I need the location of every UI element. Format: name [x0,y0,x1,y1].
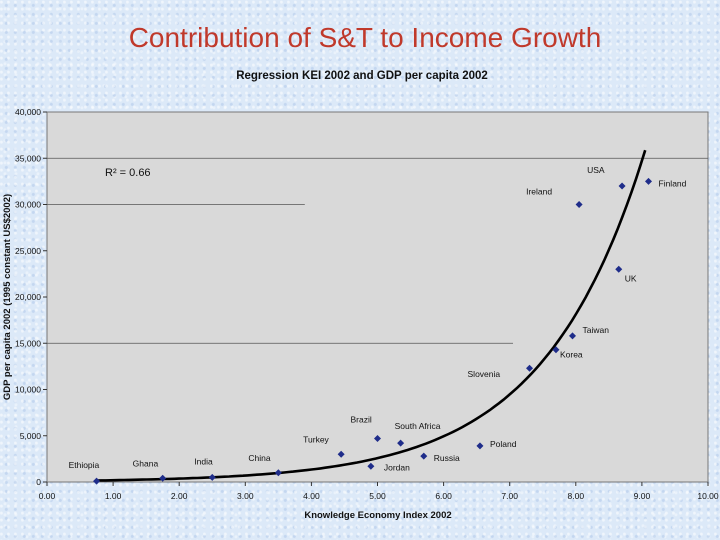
point-label: Taiwan [582,325,609,335]
data-points [93,177,653,485]
point-label: Ghana [133,458,159,468]
y-axis: 0 5,000 10,000 15,000 20,000 25,000 30,000 35,0… [15,107,47,487]
x-tick-label: 2.00 [171,491,188,501]
point-label: Finland [659,178,687,188]
data-point [337,450,345,458]
x-tick-label: 5.00 [369,491,386,501]
x-tick-label: 3.00 [237,491,254,501]
point-label: Ethiopia [69,460,100,470]
x-tick-label: 0.00 [39,491,56,501]
point-label: Poland [490,439,517,449]
data-point [274,469,282,477]
data-point [159,474,167,482]
data-point [374,435,381,443]
x-axis-label: Knowledge Economy Index 2002 [304,510,451,521]
data-point [93,477,101,485]
data-point [575,201,583,208]
y-tick-label: 15,000 [15,338,41,348]
y-tick-label: 10,000 [15,385,41,395]
x-tick-label: 10.00 [697,491,719,501]
y-tick-label: 0 [36,477,41,487]
data-point [615,265,623,273]
data-point [367,462,375,470]
data-point [476,442,484,450]
data-point [208,473,216,481]
point-label: Brazil [351,415,372,425]
x-tick-label: 6.00 [435,491,452,501]
data-point [568,332,576,340]
trend-line [96,149,647,482]
point-label: Russia [434,453,460,463]
x-tick-label: 9.00 [634,491,651,501]
x-tick-label: 1.00 [105,491,122,501]
slide-title: Contribution of S&T to Income Growth [128,22,602,53]
point-label: China [248,453,270,463]
y-tick-label: 20,000 [15,292,41,302]
y-tick-label: 40,000 [15,107,41,117]
y-tick-label: 30,000 [15,200,41,210]
data-point [397,439,405,447]
point-label: Slovenia [468,369,501,379]
plot-area [46,111,709,483]
y-tick-label: 35,000 [15,153,41,163]
point-label: South Africa [395,421,441,431]
data-point [618,182,626,190]
point-label: Turkey [303,434,329,444]
r-squared-annotation: R² = 0.66 [105,167,151,179]
x-tick-label: 7.00 [501,491,518,501]
x-axis: 0.00 1.00 2.00 3.00 4.00 5.00 6.00 7.00 8.00 9.00… [39,482,719,501]
x-tick-label: 8.00 [568,491,585,501]
data-point [526,364,534,372]
y-tick-label: 5,000 [20,431,42,441]
point-label: India [194,456,213,466]
point-label: Jordan [384,462,410,472]
point-label: Korea [560,350,583,360]
point-label: Ireland [526,187,552,197]
grid-lines [47,157,708,344]
chart-title: Regression KEI 2002 and GDP per capita 2… [236,70,488,82]
data-point [552,346,560,354]
y-axis-label: GDP per capita 2002 (1995 constant US$20… [2,194,13,400]
data-point [645,177,653,185]
point-label: USA [587,165,605,175]
y-tick-label: 25,000 [15,246,41,256]
point-label: UK [625,273,637,283]
x-tick-label: 4.00 [303,491,320,501]
data-point [420,452,428,460]
point-labels: Ethiopia Ghana India China Turkey Brazil Jorda… [69,165,687,472]
